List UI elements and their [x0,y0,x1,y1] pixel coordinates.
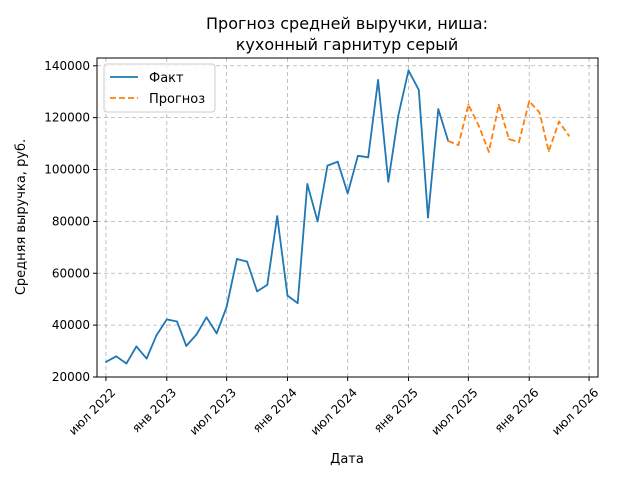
data-point [397,114,400,117]
data-point [558,120,560,123]
data-point [176,320,178,323]
data-point [225,306,228,308]
data-point [105,361,107,363]
data-point [538,111,541,114]
data-point [326,164,329,167]
data-point [568,134,570,137]
data-point [125,362,128,365]
data-point [528,100,531,103]
data-point [357,154,359,157]
data-point [165,318,168,321]
data-point [447,140,450,142]
data-point [155,334,158,337]
data-point [488,151,490,153]
x-tick-label: июл 2022 [66,385,118,437]
legend: Факт Прогноз [103,63,216,113]
legend-label-forecast: Прогноз [149,92,205,107]
data-point [276,215,279,218]
legend-box [103,63,216,113]
x-tick-label: июл 2023 [187,385,239,437]
x-tick-label: июл 2024 [308,385,360,437]
data-point [367,156,370,159]
data-point [336,160,339,163]
data-point [377,79,379,81]
legend-label-fact: Факт [149,71,184,86]
data-point [387,180,390,183]
data-point [437,108,440,110]
data-point [205,316,208,319]
data-point [467,103,470,106]
data-point [195,333,198,336]
data-point [417,89,420,91]
data-point [286,294,289,297]
series-line-forecast [447,100,570,153]
x-tick-label: янв 2024 [250,385,300,435]
x-tick-label: янв 2026 [492,385,542,435]
data-point [497,103,500,106]
data-point [518,141,520,143]
x-axis-label: Дата [330,452,364,467]
data-point [316,220,319,223]
data-point [236,258,238,260]
x-tick-label: июл 2026 [549,385,601,437]
data-point [185,345,188,347]
data-point [145,357,148,360]
x-tick-label: янв 2023 [129,385,179,435]
data-point [427,216,429,219]
data-point [215,332,218,335]
data-point [547,150,550,153]
y-axis-label: Средняя выручка, руб. [14,139,29,295]
data-point [477,124,480,127]
chart-title-line-1: Прогноз средней выручки, ниша: [206,14,488,33]
series-group [105,69,570,365]
y-tick-label: 60000 [52,266,90,280]
data-point [266,284,269,286]
y-tick-label: 100000 [44,163,90,177]
y-tick-label: 120000 [44,111,90,125]
data-point [306,183,309,185]
y-tick-label: 140000 [44,59,90,73]
x-tick-label: янв 2025 [371,385,421,435]
chart-title-line-2: кухонный гарнитур серый [236,35,459,54]
x-tick-label: июл 2025 [428,385,480,437]
data-point [346,192,349,195]
data-point [115,355,118,358]
data-point [407,69,410,72]
data-point [457,144,460,147]
y-tick-label: 20000 [52,370,90,384]
data-point [296,302,299,304]
ticks: июл 2022 янв 2023 июл 2023 янв 2024 июл 2024… [44,59,601,438]
data-point [246,260,249,263]
data-point [256,290,258,293]
data-point [508,138,510,141]
y-tick-label: 40000 [52,318,90,332]
data-point [135,345,138,348]
y-tick-label: 80000 [52,214,90,228]
